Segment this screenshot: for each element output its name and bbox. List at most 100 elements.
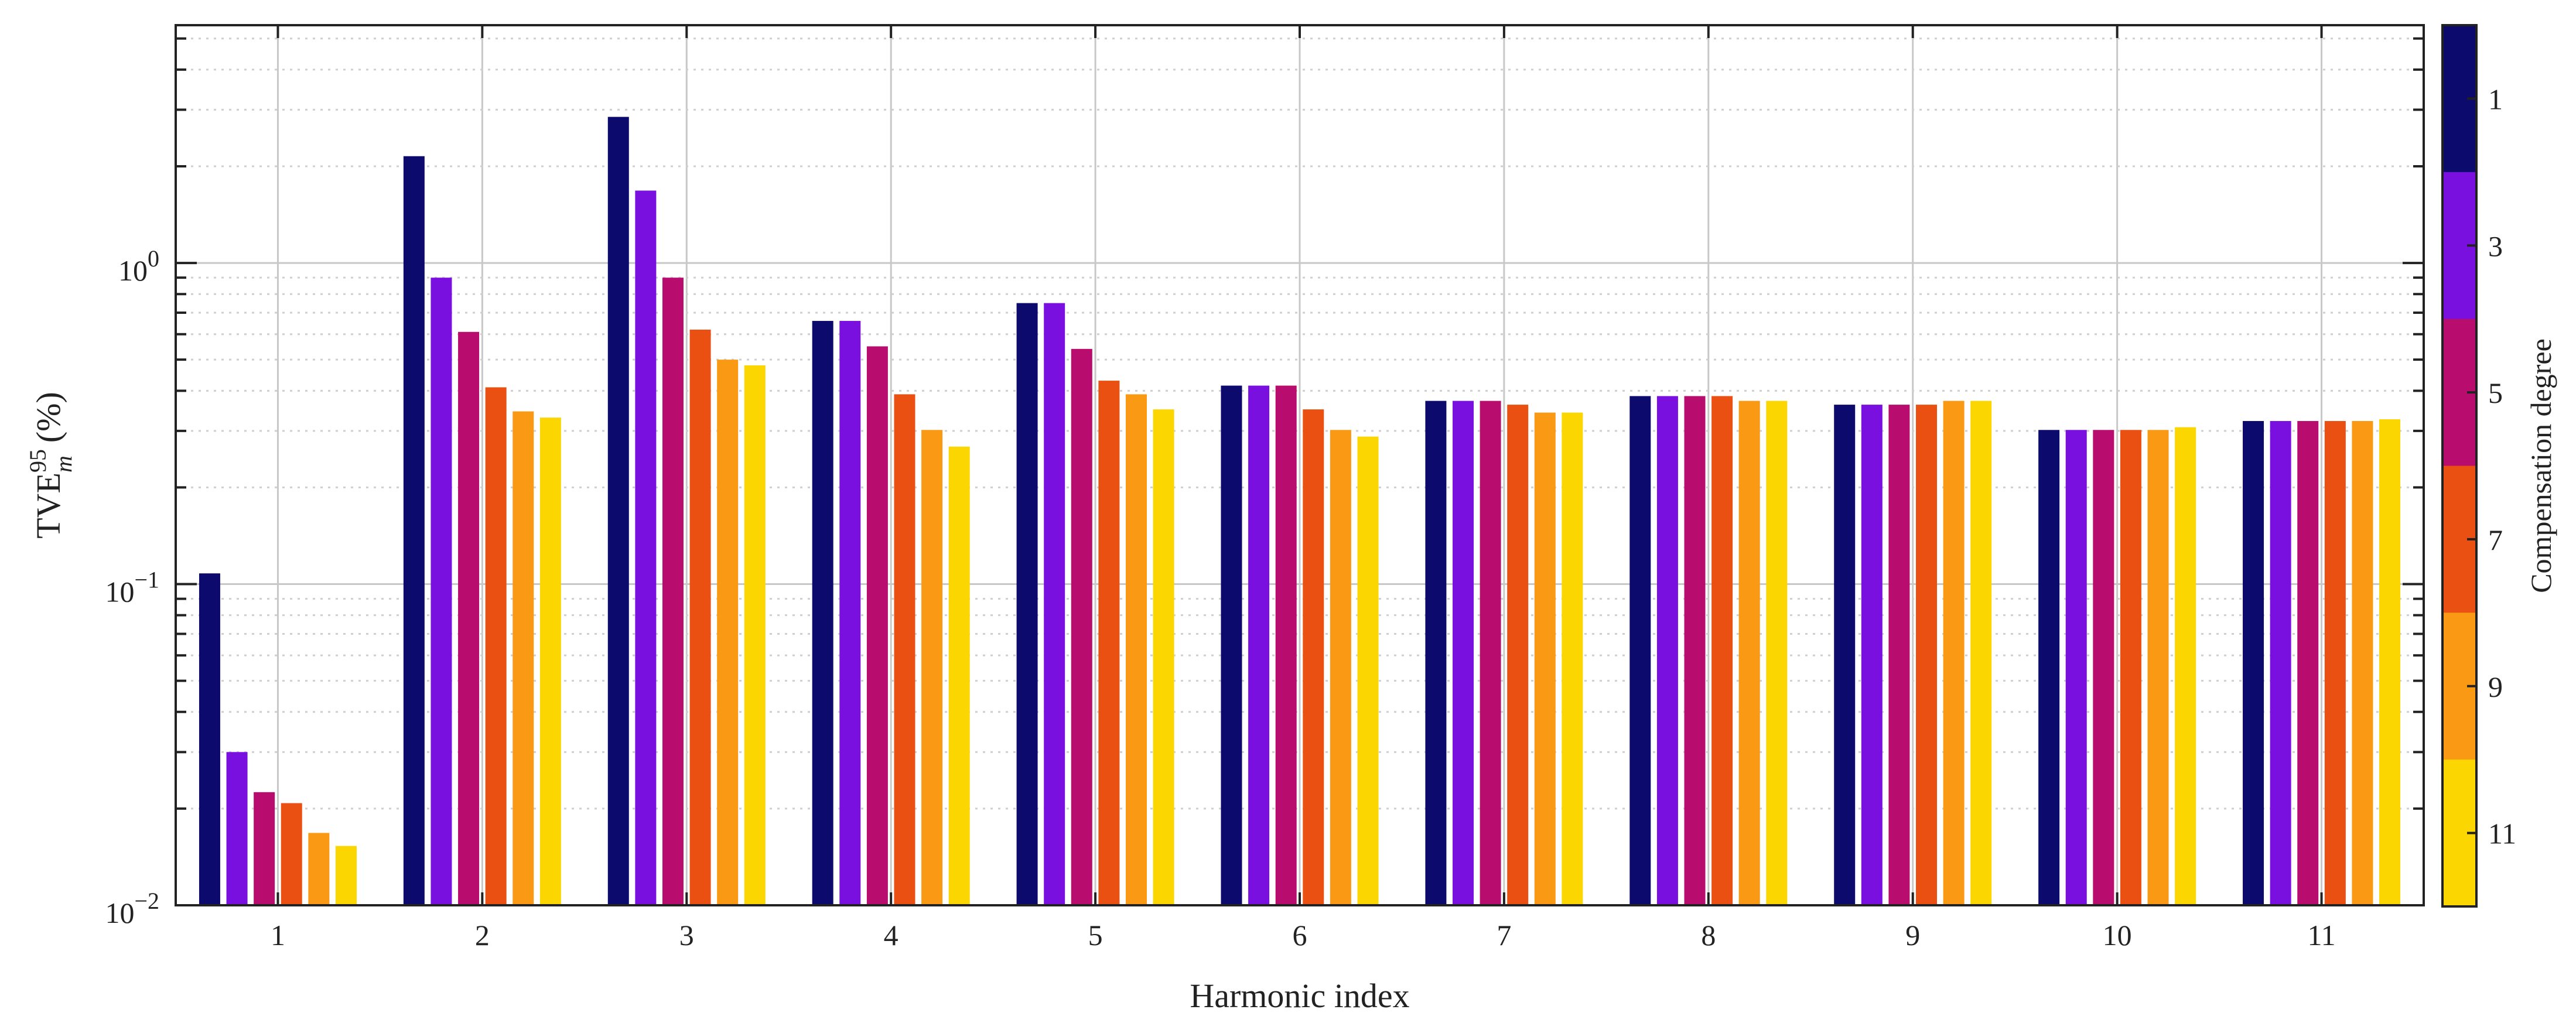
colorbar-tick-label: 1 <box>2488 83 2503 115</box>
bar-h9-deg3 <box>1861 405 1883 905</box>
bar-h4-deg1 <box>812 321 833 905</box>
bar-h2-deg9 <box>513 411 534 905</box>
colorbar-tick-label: 7 <box>2488 523 2503 556</box>
bar-h1-deg3 <box>226 752 248 905</box>
bar-h1-deg9 <box>308 833 330 905</box>
y-tick-label: 100 <box>118 245 159 287</box>
y-axis-title-subscript: m <box>50 456 77 473</box>
bar-h5-deg9 <box>1125 394 1147 905</box>
x-tick-label: 11 <box>2307 919 2335 952</box>
bar-h7-deg11 <box>1562 412 1583 905</box>
colorbar-tick-labels: 1 3 5 7 9 11 <box>2467 83 2516 850</box>
x-tick-label: 9 <box>1905 919 1920 952</box>
colorbar-title: Compensation degree <box>2524 338 2557 593</box>
bar-h2-deg11 <box>539 418 561 905</box>
bar-h8-deg7 <box>1711 396 1733 905</box>
y-tick-labels: 100 10−1 10−2 <box>105 245 159 929</box>
bar-h11-deg9 <box>2352 420 2373 905</box>
x-tick-label: 10 <box>2103 919 2132 952</box>
bar-h9-deg1 <box>1834 405 1856 905</box>
y-axis-title-base: TVE <box>29 473 67 539</box>
x-tick-label: 5 <box>1088 919 1103 952</box>
bar-h4-deg9 <box>921 430 943 905</box>
bar-h5-deg7 <box>1098 381 1120 905</box>
bar-h10-deg3 <box>2065 430 2087 905</box>
bar-h2-deg1 <box>403 156 425 906</box>
bar-h5-deg11 <box>1153 409 1174 905</box>
colorbar <box>2441 24 2478 908</box>
bar-h8-deg9 <box>1738 401 1760 905</box>
x-tick-label: 4 <box>884 919 898 952</box>
bar-h2-deg7 <box>485 387 507 905</box>
x-tick-label: 2 <box>475 919 490 952</box>
bar-h1-deg5 <box>254 792 275 905</box>
colorbar-tick-label: 5 <box>2488 377 2503 409</box>
bar-h8-deg5 <box>1684 396 1706 905</box>
bar-h11-deg11 <box>2379 419 2401 905</box>
x-tick-label: 6 <box>1293 919 1307 952</box>
bar-h1-deg7 <box>281 803 302 905</box>
bar-h9-deg5 <box>1888 405 1910 905</box>
bar-h7-deg3 <box>1453 401 1474 905</box>
bar-h9-deg7 <box>1916 405 1938 905</box>
bar-h8-deg3 <box>1656 396 1678 905</box>
bar-h10-deg7 <box>2120 430 2141 905</box>
bar-h10-deg5 <box>2093 430 2114 905</box>
bar-h4-deg7 <box>894 394 915 905</box>
bar-h3-deg5 <box>662 278 684 906</box>
bar-h6-deg7 <box>1303 409 1324 905</box>
y-axis-title-unit: (%) <box>29 392 67 443</box>
bar-h9-deg11 <box>1970 401 1992 905</box>
bar-h3-deg9 <box>717 360 739 905</box>
x-tick-label: 7 <box>1497 919 1511 952</box>
bar-h4-deg11 <box>948 446 970 905</box>
bar-h11-deg7 <box>2324 420 2346 905</box>
bar-h3-deg7 <box>689 329 711 905</box>
colorbar-tick-label: 11 <box>2488 817 2516 850</box>
bar-h3-deg11 <box>744 365 766 905</box>
bar-h11-deg1 <box>2243 420 2264 905</box>
bar-h5-deg1 <box>1016 303 1038 905</box>
bar-h11-deg5 <box>2297 420 2319 905</box>
bar-h3-deg1 <box>607 117 629 905</box>
bar-h7-deg9 <box>1534 412 1556 905</box>
y-tick-label: 10−2 <box>105 888 159 929</box>
bar-h7-deg5 <box>1480 401 1501 905</box>
x-tick-labels: 1 2 3 4 5 6 7 8 9 10 11 <box>271 919 2336 952</box>
bar-h4-deg5 <box>866 346 888 905</box>
axis-ticks <box>176 25 2424 905</box>
bar-h4-deg3 <box>839 321 861 905</box>
colorbar-frame <box>2441 24 2478 908</box>
y-axis-title: TVE95m (%) <box>25 392 77 539</box>
bar-h7-deg1 <box>1425 401 1447 905</box>
bar-h11-deg3 <box>2270 420 2291 905</box>
x-axis-title: Harmonic index <box>1190 977 1409 1015</box>
bar-h5-deg3 <box>1044 303 1065 905</box>
bar-h8-deg11 <box>1766 401 1788 905</box>
bar-h2-deg3 <box>431 278 452 906</box>
bar-h1-deg1 <box>199 573 220 905</box>
bar-h6-deg11 <box>1357 436 1379 905</box>
bars <box>199 117 2401 906</box>
bar-h6-deg3 <box>1248 385 1270 905</box>
bar-h8-deg1 <box>1629 396 1651 905</box>
bar-h6-deg9 <box>1330 430 1351 905</box>
y-tick-label: 10−1 <box>105 567 159 608</box>
colorbar-tick-label: 9 <box>2488 670 2503 703</box>
bar-h3-deg3 <box>635 190 657 905</box>
x-tick-label: 8 <box>1701 919 1716 952</box>
bar-h7-deg7 <box>1507 405 1529 905</box>
bar-h5-deg5 <box>1071 348 1092 905</box>
colorbar-tick-label: 3 <box>2488 230 2503 262</box>
bar-h1-deg11 <box>335 846 357 905</box>
bar-h10-deg11 <box>2175 427 2196 905</box>
bar-h2-deg5 <box>458 331 480 905</box>
bar-h9-deg9 <box>1943 401 1965 905</box>
x-tick-label: 1 <box>271 919 285 952</box>
bar-h6-deg1 <box>1221 385 1242 905</box>
bar-h10-deg1 <box>2038 430 2060 905</box>
bar-h6-deg5 <box>1275 385 1297 905</box>
x-tick-label: 3 <box>679 919 694 952</box>
y-axis-title-superscript: 95 <box>25 449 51 473</box>
